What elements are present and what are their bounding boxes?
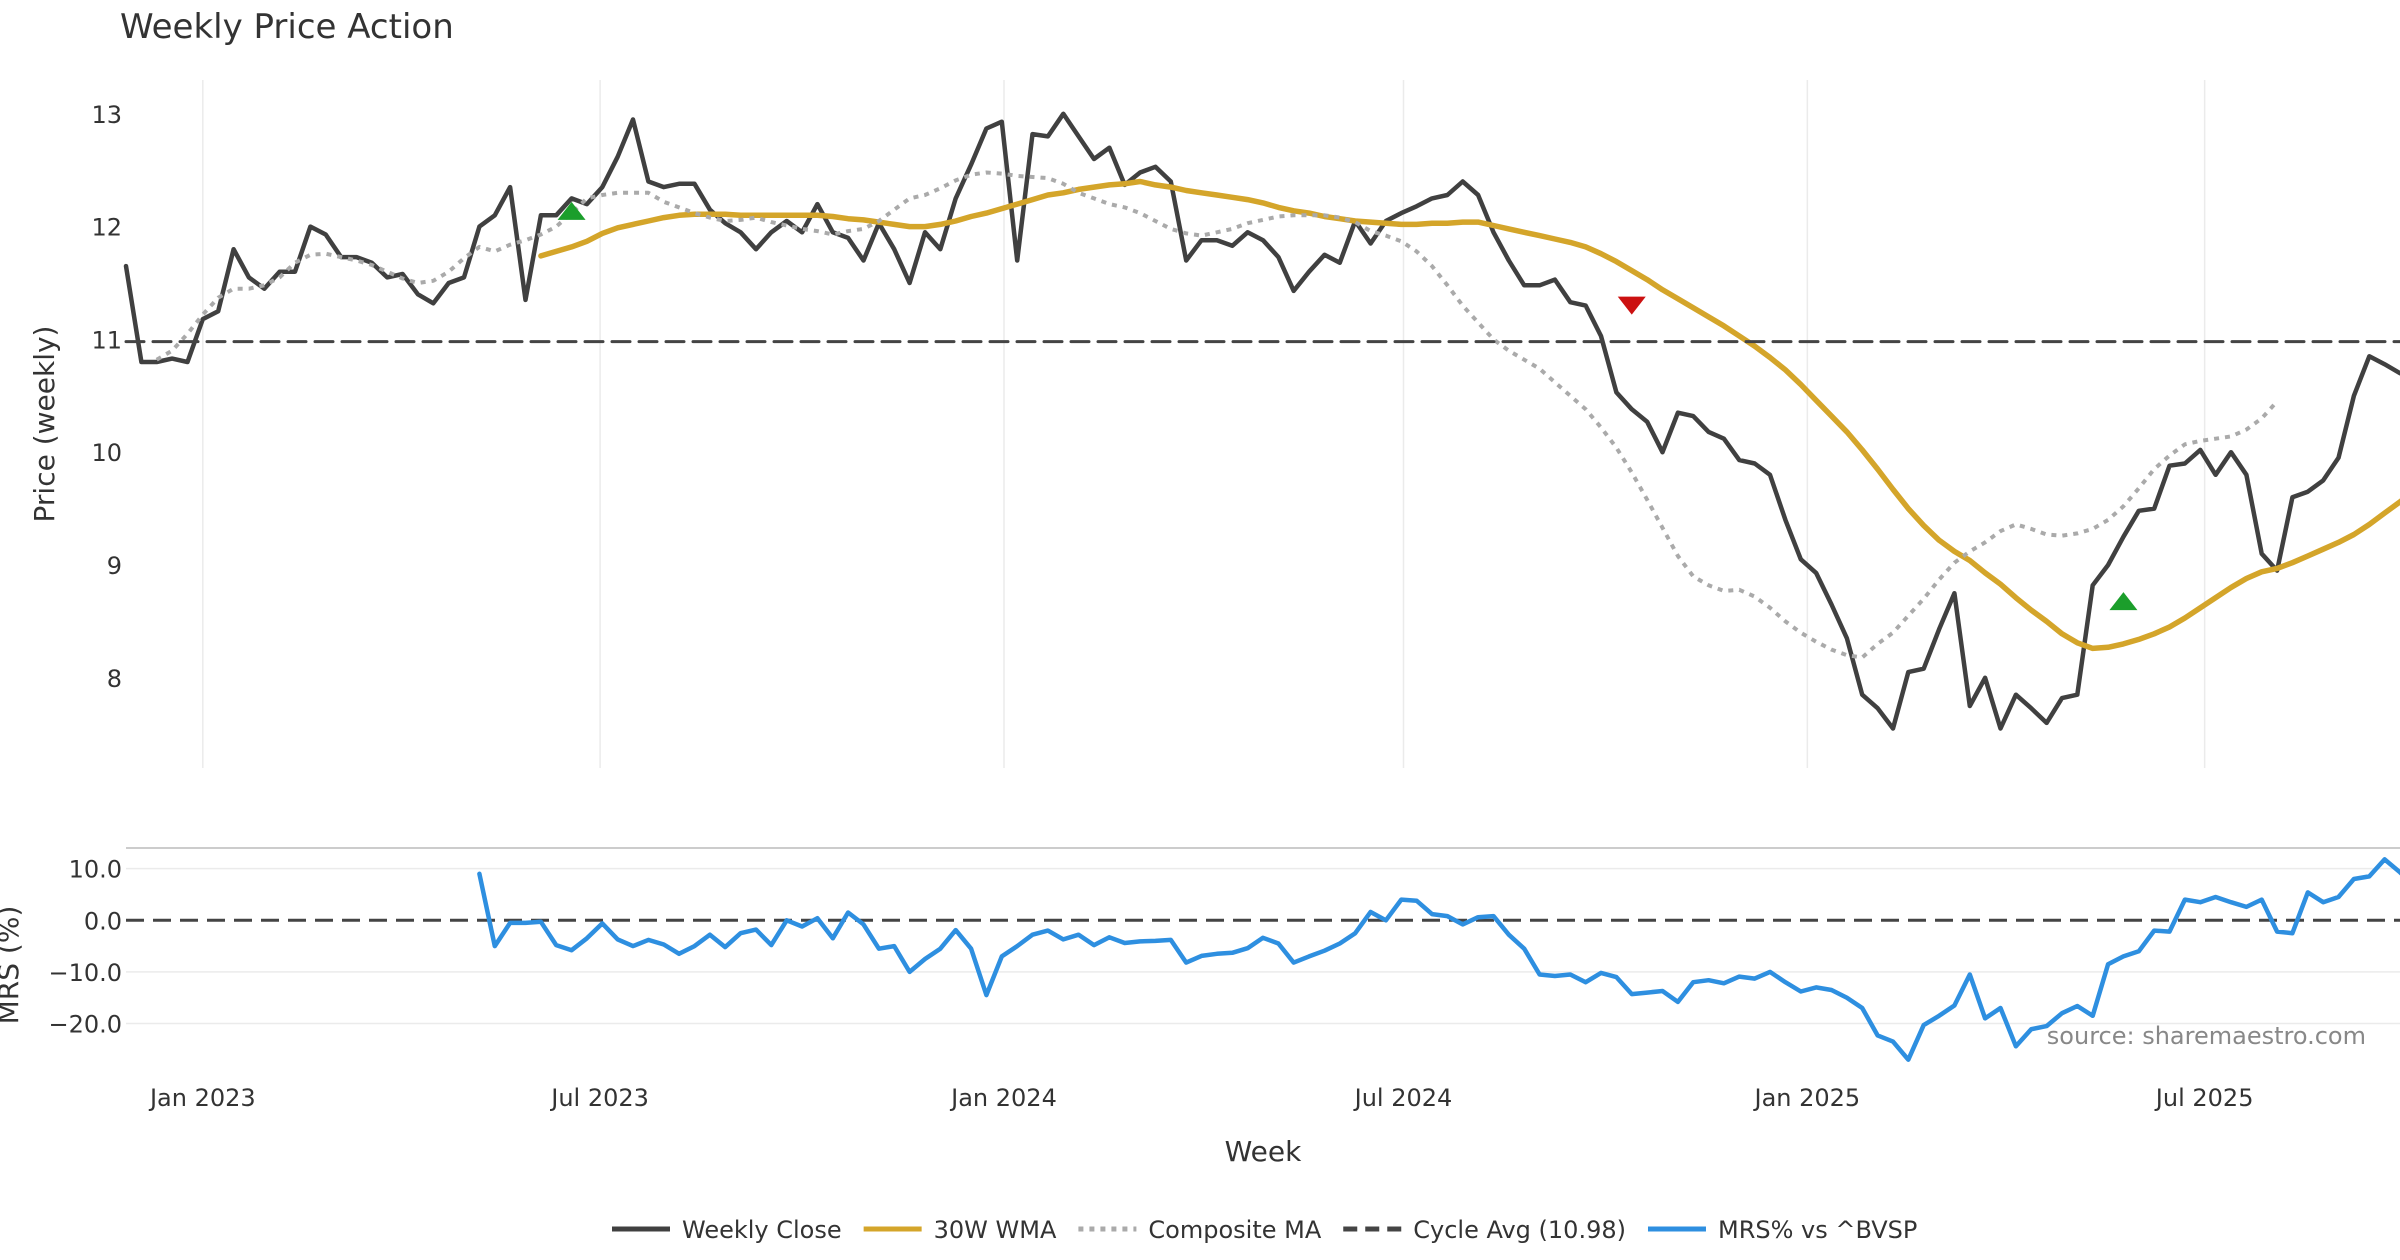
price-y-tick-label: 9 [107, 552, 122, 580]
legend-label: MRS% vs ^BVSP [1718, 1216, 1917, 1244]
mrs-y-tick-label: 0.0 [84, 907, 122, 935]
price-y-tick-label: 13 [91, 101, 122, 129]
price-y-axis-label: Price (weekly) [28, 326, 61, 523]
price-y-tick-label: 8 [107, 665, 122, 693]
legend-label: Weekly Close [682, 1216, 842, 1244]
legend-label: 30W WMA [934, 1216, 1057, 1244]
series-mrs-vs-bvsp [477, 857, 2400, 1062]
legend-label: Composite MA [1148, 1216, 1321, 1244]
x-tick-label: Jan 2024 [949, 1084, 1057, 1112]
chart-title: Weekly Price Action [120, 7, 454, 47]
mrs-y-axis-label: MRS (%) [0, 906, 25, 1025]
mrs-y-tick-label: 10.0 [69, 856, 122, 884]
axes-text: Weekly Price Action Jan 2023 Jul 2023 Jan 2… [0, 7, 2366, 1168]
series-30w-wma [538, 178, 2400, 652]
x-tick-label: Jul 2024 [1353, 1084, 1453, 1112]
sell-signal-marker [1617, 296, 1646, 315]
x-tick-label: Jul 2023 [549, 1084, 649, 1112]
source-note: source: sharemaestro.com [2047, 1022, 2366, 1050]
price-series [123, 111, 2400, 731]
mrs-y-tick-label: −20.0 [48, 1011, 122, 1039]
series-composite-ma [155, 170, 2279, 660]
price-y-tick-label: 12 [91, 214, 122, 242]
x-axis-label: Week [1225, 1135, 1302, 1168]
buy-signal-marker [557, 201, 586, 220]
legend: Weekly Close 30W WMA Composite MA Cycle Avg… [612, 1216, 1917, 1244]
mrs-grid [126, 847, 2400, 1025]
mrs-y-tick-label: −10.0 [48, 959, 122, 987]
price-grid [202, 80, 2206, 768]
buy-signal-marker [2109, 592, 2138, 611]
x-tick-label: Jul 2025 [2154, 1084, 2254, 1112]
x-tick-label: Jan 2025 [1753, 1084, 1861, 1112]
series-weekly-close [123, 111, 2400, 731]
x-tick-label: Jan 2023 [148, 1084, 256, 1112]
price-y-tick-label: 11 [91, 326, 122, 354]
price-y-tick-label: 10 [91, 439, 122, 467]
legend-label: Cycle Avg (10.98) [1413, 1216, 1626, 1244]
mrs-series [477, 857, 2400, 1062]
